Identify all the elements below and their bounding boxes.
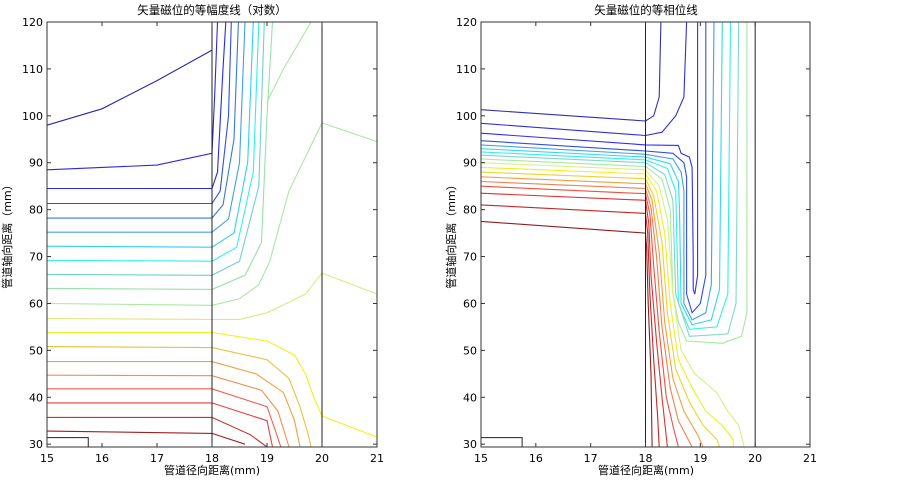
x-tick-label: 20 bbox=[748, 452, 762, 465]
x-tick-label: 18 bbox=[639, 452, 653, 465]
contour-line bbox=[480, 22, 748, 344]
contour-line bbox=[47, 21, 227, 190]
contour-line bbox=[47, 21, 246, 233]
y-tick-label: 40 bbox=[29, 391, 43, 404]
y-tick-label: 40 bbox=[463, 391, 477, 404]
contour-line bbox=[480, 176, 704, 448]
contour-line bbox=[480, 21, 688, 137]
contour-line bbox=[46, 122, 378, 306]
x-tick-label: 16 bbox=[95, 452, 109, 465]
contour-line bbox=[480, 21, 740, 337]
contour-line bbox=[46, 49, 213, 126]
contour-line bbox=[480, 204, 660, 448]
contour-line bbox=[46, 374, 290, 448]
contour-line bbox=[480, 21, 662, 122]
contour-line bbox=[480, 180, 693, 448]
marker-box bbox=[480, 437, 523, 448]
contour-line bbox=[46, 21, 254, 248]
x-tick-label: 20 bbox=[315, 452, 329, 465]
x-tick-label: 18 bbox=[205, 452, 219, 465]
y-tick-label: 50 bbox=[463, 344, 477, 357]
y-tick-label: 100 bbox=[456, 110, 477, 123]
y-axis-label: 管道轴向距离（mm） bbox=[0, 179, 14, 288]
x-tick-label: 21 bbox=[803, 452, 817, 465]
contour-line bbox=[47, 402, 274, 448]
x-tick-label: 19 bbox=[260, 452, 274, 465]
contour-line bbox=[480, 21, 715, 321]
y-tick-label: 30 bbox=[463, 438, 477, 451]
y-tick-label: 80 bbox=[463, 204, 477, 217]
contour-line bbox=[480, 171, 721, 448]
y-tick-label: 90 bbox=[463, 157, 477, 170]
phase-contour-plot: 矢量磁位的等相位线 管道径向距离(mm) 管道轴向距离（mm） 15 16 17 18… bbox=[444, 3, 817, 477]
y-tick-label: 50 bbox=[29, 344, 43, 357]
y-tick-label: 70 bbox=[463, 251, 477, 264]
contour-line bbox=[46, 21, 219, 171]
contour-line bbox=[47, 331, 378, 438]
y-tick-label: 110 bbox=[456, 63, 477, 76]
x-tick-label: 15 bbox=[474, 452, 488, 465]
x-tick-label: 19 bbox=[693, 452, 707, 465]
contour-line bbox=[47, 21, 232, 205]
contour-line bbox=[480, 162, 745, 448]
contour-line bbox=[46, 21, 274, 290]
y-tick-label: 90 bbox=[29, 157, 43, 170]
x-tick-label: 16 bbox=[529, 452, 543, 465]
y-tick-label: 30 bbox=[29, 438, 43, 451]
contour-line bbox=[46, 21, 260, 262]
marker-box bbox=[46, 437, 89, 448]
y-tick-label: 120 bbox=[22, 16, 43, 29]
x-axis-label: 管道径向距离(mm) bbox=[164, 463, 260, 477]
plot-title: 矢量磁位的等幅度线（对数） bbox=[137, 3, 287, 17]
y-tick-label: 100 bbox=[22, 110, 43, 123]
y-tick-label: 60 bbox=[463, 297, 477, 310]
contour-line bbox=[480, 220, 653, 448]
y-tick-label: 110 bbox=[22, 63, 43, 76]
x-axis-label: 管道径向距离(mm) bbox=[598, 463, 694, 477]
contour-line bbox=[480, 166, 734, 447]
contour-line bbox=[266, 21, 312, 102]
y-tick-label: 70 bbox=[29, 251, 43, 264]
contour-line bbox=[47, 361, 301, 448]
y-axis-label: 管道轴向距离（mm） bbox=[444, 179, 458, 288]
x-tick-label: 21 bbox=[370, 452, 384, 465]
x-tick-label: 15 bbox=[40, 452, 54, 465]
contour-line bbox=[480, 22, 699, 295]
plot-title: 矢量磁位的等相位线 bbox=[594, 3, 698, 17]
x-tick-label: 17 bbox=[150, 452, 164, 465]
y-tick-label: 60 bbox=[29, 297, 43, 310]
x-tick-label: 17 bbox=[584, 452, 598, 465]
contour-line bbox=[47, 21, 239, 219]
contour-line bbox=[480, 192, 668, 448]
amplitude-contour-plot: 矢量磁位的等幅度线（对数） 管道径向距离(mm) 管道轴向距离（mm） 15 16… bbox=[0, 3, 384, 477]
y-tick-label: 80 bbox=[29, 204, 43, 217]
contour-line bbox=[480, 22, 707, 314]
y-tick-label: 120 bbox=[456, 16, 477, 29]
contour-line bbox=[480, 21, 723, 326]
contour-line bbox=[47, 388, 282, 448]
contour-line bbox=[47, 416, 268, 448]
contour-line bbox=[480, 185, 679, 448]
contour-line bbox=[46, 21, 265, 276]
